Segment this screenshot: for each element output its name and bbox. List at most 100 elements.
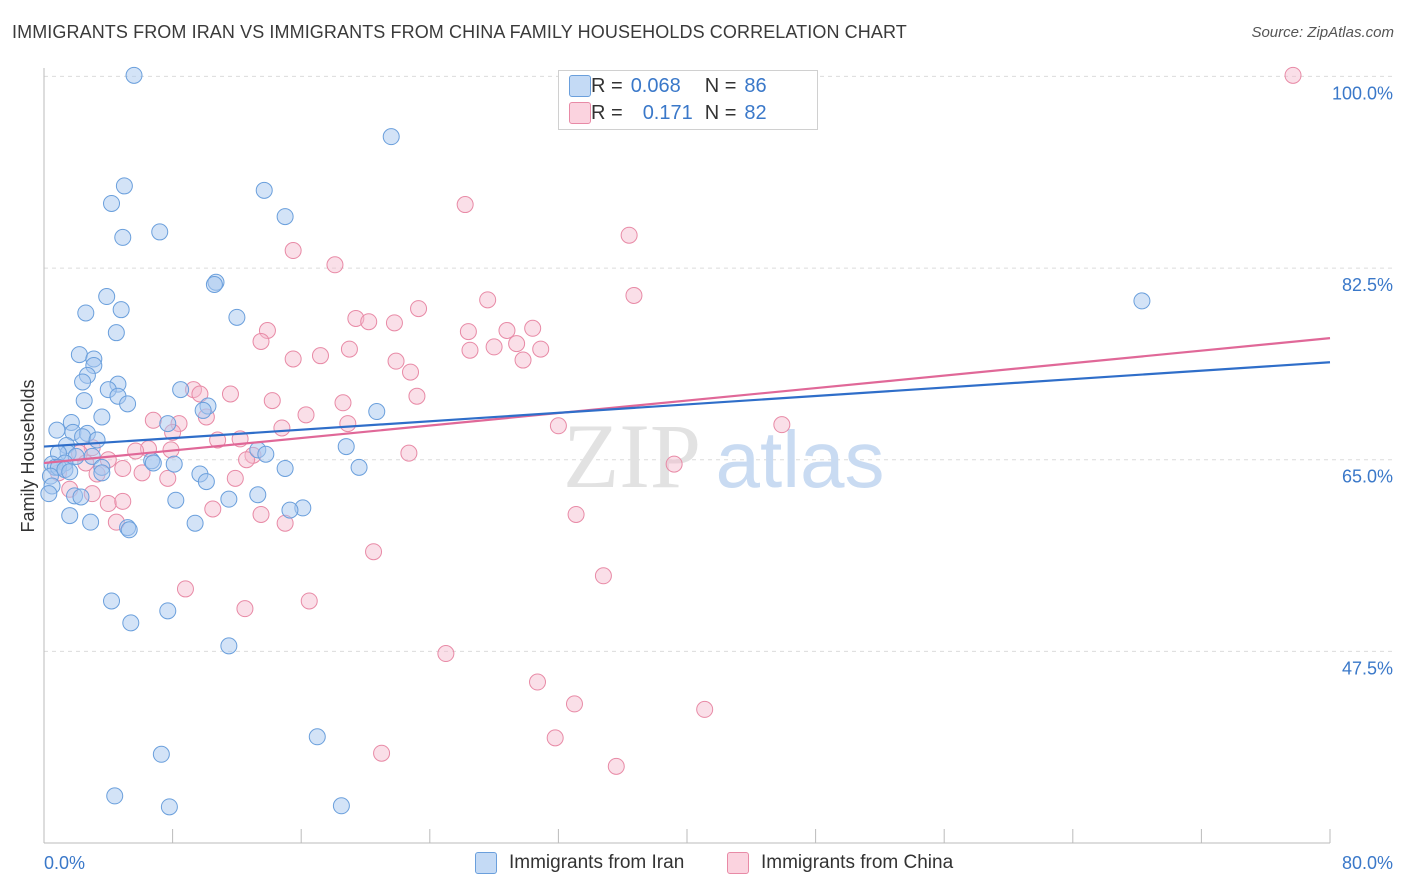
correlation-legend: R = 0.068 N = 86 R = 0.171 N = 82 xyxy=(558,70,818,130)
data-point-china xyxy=(410,300,428,318)
data-point-iran xyxy=(144,454,162,472)
trend-line-iran xyxy=(43,361,1331,448)
data-point-iran xyxy=(151,223,169,241)
legend-swatch-china xyxy=(569,102,591,124)
data-point-china xyxy=(549,417,567,435)
data-point-iran xyxy=(122,614,140,632)
data-point-china xyxy=(408,387,426,405)
data-point-china xyxy=(263,392,281,410)
series-legend: Immigrants from Iran Immigrants from Chi… xyxy=(0,852,1406,878)
axis-labels: 100.0% 82.5% 65.0% 47.5% 0.0% 80.0% Family Hou… xyxy=(18,83,1393,873)
data-point-china xyxy=(326,256,344,274)
data-point-china xyxy=(620,226,638,244)
data-point-china xyxy=(565,695,583,713)
legend-item-iran[interactable]: Immigrants from Iran xyxy=(475,852,684,874)
data-point-china xyxy=(373,744,391,762)
data-point-iran xyxy=(70,346,88,364)
data-point-iran xyxy=(255,181,273,199)
data-point-iran xyxy=(167,491,185,509)
data-point-china xyxy=(311,347,329,365)
data-point-iran xyxy=(103,194,121,212)
data-point-china xyxy=(365,543,383,561)
data-point-china xyxy=(284,242,302,260)
data-point-china xyxy=(99,495,117,513)
data-point-china xyxy=(498,321,516,339)
data-point-china xyxy=(258,321,276,339)
data-point-china xyxy=(400,444,418,462)
data-point-china xyxy=(459,323,477,341)
data-point-china xyxy=(300,592,318,610)
legend-label-china: Immigrants from China xyxy=(761,852,954,873)
data-point-iran xyxy=(220,490,238,508)
data-point-iran xyxy=(159,415,177,433)
data-point-china xyxy=(297,406,315,424)
data-point-iran xyxy=(98,288,116,306)
watermark: ZIP atlas xyxy=(563,405,884,507)
data-point-china xyxy=(133,464,151,482)
data-point-iran xyxy=(276,459,294,477)
legend-n-label: N = xyxy=(704,74,737,97)
data-point-iran xyxy=(114,228,132,246)
x-tick-label: 80.0% xyxy=(1342,853,1393,873)
data-point-china xyxy=(594,567,612,585)
source-credit: Source: ZipAtlas.com xyxy=(1251,24,1394,41)
legend-r-label: R = xyxy=(591,101,623,124)
data-point-china xyxy=(347,309,365,327)
legend-n-value-iran: 86 xyxy=(744,74,767,97)
legend-item-china[interactable]: Immigrants from China xyxy=(727,852,953,874)
data-point-china xyxy=(360,313,378,331)
legend-swatch-china xyxy=(727,852,749,874)
data-point-iran xyxy=(74,428,92,446)
data-point-china xyxy=(387,352,405,370)
data-point-iran xyxy=(276,208,294,226)
data-point-iran xyxy=(220,637,238,655)
data-point-china xyxy=(532,340,550,358)
data-point-iran xyxy=(120,521,138,539)
data-point-china xyxy=(176,580,194,598)
axes xyxy=(43,68,1331,844)
data-point-iran xyxy=(368,403,386,421)
legend-n-label: N = xyxy=(704,101,737,124)
data-point-iran xyxy=(106,787,124,805)
data-point-iran xyxy=(249,486,267,504)
data-point-china xyxy=(159,469,177,487)
data-point-iran xyxy=(228,308,246,326)
data-point-iran xyxy=(93,408,111,426)
data-point-iran xyxy=(186,514,204,532)
legend-n-value-china: 82 xyxy=(744,101,767,124)
legend-r-label: R = xyxy=(591,74,623,97)
data-point-iran xyxy=(205,275,223,293)
series-iran xyxy=(40,66,1151,816)
data-point-china xyxy=(1284,66,1302,84)
data-point-iran xyxy=(112,301,130,319)
data-point-china xyxy=(252,505,270,523)
y-tick-label: 47.5% xyxy=(1342,658,1393,678)
data-point-iran xyxy=(61,507,79,525)
x-tick-label: 0.0% xyxy=(44,853,85,873)
legend-swatch-iran xyxy=(569,75,591,97)
data-point-iran xyxy=(82,513,100,531)
data-point-iran xyxy=(281,501,299,519)
data-point-china xyxy=(114,492,132,510)
data-point-iran xyxy=(72,488,90,506)
data-point-china xyxy=(625,286,643,304)
data-point-iran xyxy=(337,438,355,456)
data-point-china xyxy=(204,500,222,518)
watermark-zip: ZIP xyxy=(563,405,701,507)
data-point-china xyxy=(461,341,479,359)
y-tick-label: 82.5% xyxy=(1342,275,1393,295)
data-point-iran xyxy=(125,66,143,84)
data-point-iran xyxy=(48,421,66,439)
data-point-china xyxy=(284,350,302,368)
data-point-china xyxy=(773,416,791,434)
data-point-china xyxy=(114,459,132,477)
data-point-china xyxy=(665,455,683,473)
data-point-iran xyxy=(308,728,326,746)
data-point-iran xyxy=(115,177,133,195)
data-point-china xyxy=(127,442,145,460)
data-point-china xyxy=(546,729,564,747)
data-point-iran xyxy=(382,128,400,146)
data-point-iran xyxy=(77,304,95,322)
gridlines xyxy=(44,75,1392,652)
